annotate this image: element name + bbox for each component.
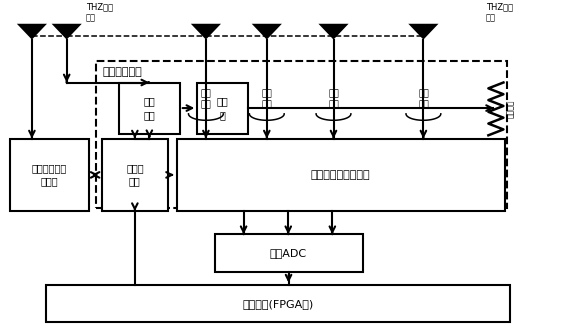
Text: 阵列校正网络: 阵列校正网络 — [103, 67, 143, 77]
Bar — [10, 139, 89, 211]
Text: 信号
耦介: 信号 耦介 — [201, 89, 211, 109]
Text: 延迟
单元: 延迟 单元 — [143, 96, 155, 120]
Polygon shape — [252, 24, 282, 40]
Text: 匹配负载: 匹配负载 — [506, 100, 516, 118]
Text: 信号
耦合: 信号 耦合 — [418, 89, 429, 109]
Polygon shape — [17, 24, 47, 40]
Bar — [96, 61, 507, 208]
Polygon shape — [318, 24, 349, 40]
Text: 数字后端(FPGA等): 数字后端(FPGA等) — [243, 299, 314, 309]
Bar — [177, 139, 505, 211]
Bar — [102, 139, 168, 211]
Text: THZ接收
馈源: THZ接收 馈源 — [486, 3, 513, 22]
Text: THZ发射
馈源: THZ发射 馈源 — [86, 3, 113, 22]
Text: 校正
器: 校正 器 — [217, 96, 229, 120]
Polygon shape — [408, 24, 438, 40]
Polygon shape — [52, 24, 82, 40]
Bar — [46, 285, 510, 322]
Text: 线性调
频源: 线性调 频源 — [126, 163, 144, 186]
Bar — [215, 234, 362, 272]
Bar — [119, 82, 180, 134]
Text: 太赫兹发射阵
列前端: 太赫兹发射阵 列前端 — [32, 163, 67, 186]
Text: 信号
耦合: 信号 耦合 — [328, 89, 339, 109]
Bar — [197, 82, 248, 134]
Text: 信号
耦合: 信号 耦合 — [262, 89, 272, 109]
Text: 太赫兹接收阵列前端: 太赫兹接收阵列前端 — [311, 170, 371, 180]
Text: 高速ADC: 高速ADC — [270, 248, 307, 258]
Polygon shape — [191, 24, 221, 40]
